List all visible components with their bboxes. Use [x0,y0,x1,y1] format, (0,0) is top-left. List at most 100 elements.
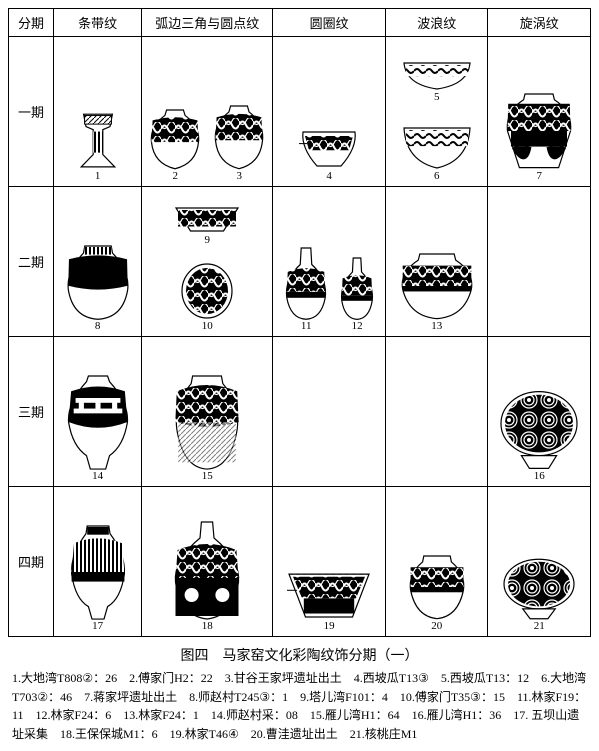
pottery-phase-table: 分期 条带纹 弧边三角与圆点纹 圆圈纹 波浪纹 旋涡纹 一期 1 [8,8,591,637]
pattern-cell: 20 [386,487,488,637]
pattern-cell: 18 [142,487,273,637]
artifact-drawing [499,390,579,470]
artifact-drawing [171,374,243,470]
artifact-number: 1 [95,171,101,182]
artifact-item: 10 [180,262,234,332]
row-header: 四期 [9,487,54,637]
header-row: 分期 条带纹 弧边三角与圆点纹 圆圈纹 波浪纹 旋涡纹 [9,9,591,37]
artifact-item: 16 [499,390,579,482]
artifact-number: 5 [434,92,440,103]
pattern-cell: 19 [273,487,386,637]
artifact-drawing [407,554,467,620]
artifact-item: 13 [398,252,476,332]
corner-header: 分期 [9,9,54,37]
artifact-number: 17 [92,621,103,632]
artifact-item: 8 [65,244,131,332]
col-header: 弧边三角与圆点纹 [142,9,273,37]
artifact-item: 17 [68,524,128,632]
artifact-item: 18 [172,520,242,632]
artifact-item: 6 [402,124,472,182]
phase-row: 一期 1 [9,37,591,187]
artifact-item: 15 [171,374,243,482]
artifact-drawing [287,566,371,620]
artifact-item: 7 [504,92,574,182]
figure-legend: 1.大地湾T808②：26 2.傅家门H2：22 3.甘谷王家坪遗址出土 4.西… [8,669,591,743]
artifact-drawing [338,256,376,320]
pattern-cell: 11 12 [273,187,386,337]
artifact-drawing [299,126,359,170]
artifact-number: 20 [431,621,442,632]
artifact-number: 9 [205,235,211,246]
row-header: 三期 [9,337,54,487]
pattern-cell: 13 [386,187,488,337]
pattern-cell: 4 [273,37,386,187]
artifact-drawing [180,262,234,320]
pattern-cell [386,337,488,487]
artifact-drawing [502,558,576,620]
artifact-drawing [211,104,267,170]
artifact-number: 12 [352,321,363,332]
pattern-cell: 2 3 [142,37,273,187]
pattern-cell: 9 10 [142,187,273,337]
artifact-item: 9 [174,204,240,246]
artifact-number: 10 [202,321,213,332]
artifact-drawing [65,244,131,320]
col-header: 条带纹 [54,9,142,37]
phase-row: 三期 14 [9,337,591,487]
artifact-drawing [402,124,472,170]
artifact-drawing [504,92,574,170]
artifact-number: 13 [431,321,442,332]
pattern-cell: 7 [488,37,591,187]
artifact-drawing [402,59,472,91]
artifact-item: 1 [74,108,122,182]
artifact-number: 8 [95,321,101,332]
artifact-number: 16 [534,471,545,482]
pattern-cell: 16 [488,337,591,487]
artifact-drawing [147,108,203,170]
artifact-number: 15 [202,471,213,482]
pattern-cell: 5 6 [386,37,488,187]
pattern-cell: 14 [54,337,142,487]
artifact-drawing [74,108,122,170]
artifact-item: 5 [402,59,472,103]
artifact-number: 19 [324,621,335,632]
artifact-number: 14 [92,471,103,482]
pattern-cell: 15 [142,337,273,487]
artifact-number: 7 [536,171,542,182]
row-header: 二期 [9,187,54,337]
artifact-number: 21 [534,621,545,632]
pattern-cell: 21 [488,487,591,637]
figure-caption: 图四 马家窑文化彩陶纹饰分期（一） [8,645,591,665]
artifact-item: 20 [407,554,467,632]
pattern-cell: 8 [54,187,142,337]
artifact-number: 6 [434,171,440,182]
artifact-number: 11 [301,321,312,332]
artifact-item: 19 [287,566,371,632]
artifact-drawing [174,204,240,234]
artifact-drawing [282,246,330,320]
artifact-item: 21 [502,558,576,632]
col-header: 波浪纹 [386,9,488,37]
artifact-item: 3 [211,104,267,182]
artifact-item: 11 [282,246,330,332]
artifact-drawing [66,374,130,470]
artifact-item: 14 [66,374,130,482]
phase-row: 二期 8 [9,187,591,337]
artifact-drawing [172,520,242,620]
pattern-cell [488,187,591,337]
pattern-cell [273,337,386,487]
artifact-number: 4 [326,171,332,182]
pattern-cell: 1 [54,37,142,187]
artifact-drawing [68,524,128,620]
artifact-number: 2 [173,171,179,182]
phase-row: 四期 17 [9,487,591,637]
artifact-number: 18 [202,621,213,632]
col-header: 旋涡纹 [488,9,591,37]
artifact-item: 12 [338,256,376,332]
artifact-item: 2 [147,108,203,182]
artifact-number: 3 [237,171,243,182]
col-header: 圆圈纹 [273,9,386,37]
artifact-item: 4 [299,126,359,182]
artifact-drawing [398,252,476,320]
row-header: 一期 [9,37,54,187]
